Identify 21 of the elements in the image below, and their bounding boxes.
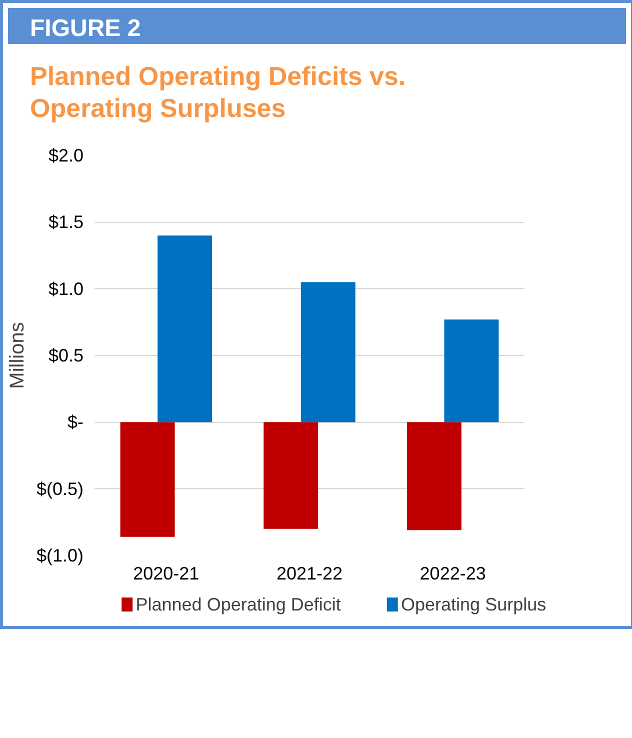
legend-label: Planned Operating Deficit: [136, 594, 341, 614]
y-tick-label: $2.0: [48, 146, 84, 166]
caption: FIGURE 2: [30, 14, 141, 44]
y-tick-label: $1.5: [48, 212, 84, 232]
legend-label: Operating Surplus: [401, 594, 546, 614]
chart-title: Planned Operating Deficits vs. Operating Surpluses: [30, 60, 407, 124]
x-tick-label: 2022-23: [420, 564, 486, 584]
x-tick-label: 2020-21: [133, 564, 200, 584]
bar: [300, 282, 356, 422]
bar: [120, 422, 175, 537]
bar: [444, 320, 499, 422]
bar: [158, 236, 212, 422]
y-axis-title: Millions: [6, 322, 28, 389]
y-tick-label: $-: [67, 412, 84, 432]
x-tick-label: 2021-22: [276, 564, 343, 584]
bar: [264, 422, 318, 529]
y-tick-label: $(0.5): [36, 478, 84, 499]
bar: [406, 422, 462, 530]
y-tick-label: $(1.0): [36, 546, 84, 566]
y-tick-label: $1.0: [48, 278, 84, 299]
y-tick-label: $0.5: [48, 346, 84, 366]
